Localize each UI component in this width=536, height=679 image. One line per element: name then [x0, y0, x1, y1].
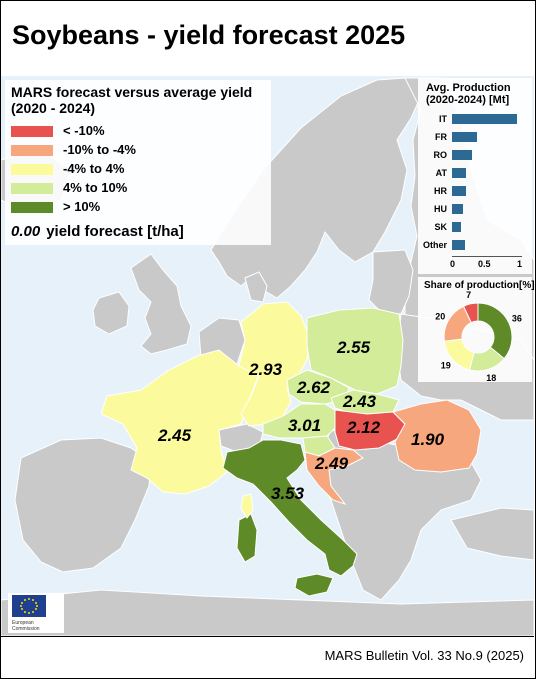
map-value-fr: 2.45: [158, 426, 192, 445]
bar-category-label: RO: [433, 150, 448, 160]
european-commission-logo: European Commission: [8, 593, 64, 633]
map-value-pl: 2.55: [337, 338, 371, 357]
bar-category-label: HU: [434, 204, 447, 214]
logo-line2: Commission: [12, 626, 40, 632]
bar-mark: [452, 204, 463, 214]
bar-mark: [452, 222, 461, 232]
legend-swatch: [11, 202, 53, 214]
bar-row: SK: [418, 220, 532, 234]
legend-value-label: yield forecast [t/ha]: [46, 223, 184, 240]
legend-item-label: -4% to 4%: [63, 161, 125, 176]
bar-mark: [452, 114, 517, 124]
country-italy-sicily: [294, 573, 334, 597]
logo-line1: European: [12, 620, 34, 626]
bar-chart-title: Avg. Production (2020-2024) [Mt]: [426, 82, 511, 106]
legend-value-sample: 0.00: [11, 223, 41, 240]
legend-title: MARS forecast versus average yield (2020…: [11, 84, 253, 116]
region-denmark: [244, 271, 268, 303]
bar-mark: [452, 168, 467, 178]
country-poland: [306, 307, 404, 395]
bar-tick-label: 1: [517, 259, 523, 269]
legend-item: > 10%: [11, 200, 100, 214]
legend-item: < -10%: [11, 124, 105, 138]
legend-item: -4% to 4%: [11, 162, 124, 176]
bar-mark: [452, 132, 478, 142]
page-title: Soybeans - yield forecast 2025: [12, 20, 406, 50]
bar-row: IT: [418, 112, 532, 126]
donut-slice-label: 20: [435, 311, 445, 321]
legend-swatch: [11, 126, 53, 138]
donut-slice: [477, 302, 513, 360]
region-north-africa: [1, 589, 534, 636]
country-hungary: [334, 409, 406, 451]
share-donut-chart: Share of production[%] 36 18 19 20 7: [418, 277, 535, 382]
legend-swatch: [11, 145, 53, 157]
country-italy-sardinia: [236, 513, 258, 563]
country-croatia: [304, 447, 364, 505]
bar-row: RO: [418, 148, 532, 162]
legend-item-label: > 10%: [63, 199, 101, 214]
map-value-ro: 1.90: [411, 430, 445, 449]
bar-mark: [452, 186, 467, 196]
donut-slice: [462, 302, 479, 324]
donut-svg: 36 18 19 20 7: [435, 291, 522, 381]
bar-mark: [452, 240, 466, 250]
region-ireland: [92, 291, 130, 335]
bar-mark: [452, 150, 473, 160]
map-legend: MARS forecast versus average yield (2020…: [5, 80, 271, 245]
donut-slice-label: 18: [486, 373, 496, 381]
map-value-de: 2.93: [249, 360, 283, 379]
donut-slice-label: 36: [512, 314, 522, 324]
legend-item-label: -10% to -4%: [63, 142, 136, 157]
bar-tick-label: 0: [450, 259, 456, 269]
bar-category-label: Other: [422, 240, 447, 250]
bar-tick-label: 0.5: [478, 259, 491, 269]
eu-flag-icon: European Commission: [12, 595, 46, 632]
legend-item-label: 4% to 10%: [63, 180, 128, 195]
country-romania: [392, 399, 482, 473]
legend-item-label: < -10%: [63, 123, 105, 138]
bar-category-label: IT: [439, 114, 447, 124]
bar-row: FR: [418, 130, 532, 144]
country-france: [100, 349, 260, 495]
donut-slice-label: 19: [441, 360, 451, 370]
region-uk: [130, 253, 192, 355]
bar-category-label: FR: [435, 132, 447, 142]
region-turkey: [450, 507, 534, 561]
country-germany: [238, 301, 310, 427]
map-value-hr: 2.49: [315, 454, 349, 473]
bar-row: Other: [418, 238, 532, 252]
country-france-corsica: [240, 493, 254, 519]
bar-chart-axis: [452, 256, 522, 257]
map-value-it: 3.53: [271, 484, 305, 503]
legend-item: 4% to 10%: [11, 181, 127, 195]
bar-category-label: HR: [434, 186, 447, 196]
bar-category-label: SK: [434, 222, 447, 232]
footer-source: MARS Bulletin Vol. 33 No.9 (2025): [324, 648, 524, 663]
legend-item: -10% to -4%: [11, 143, 136, 157]
footer-divider: [1, 636, 534, 637]
map-value-hu: 2.12: [347, 418, 381, 437]
bar-row: AT: [418, 166, 532, 180]
legend-value-note: 0.00 yield forecast [t/ha]: [11, 223, 184, 240]
map-value-sk: 2.43: [343, 392, 377, 411]
legend-swatch: [11, 164, 53, 176]
donut-slice-label: 7: [466, 291, 471, 300]
bar-row: HR: [418, 184, 532, 198]
country-italy: [222, 439, 358, 577]
bar-category-label: AT: [435, 168, 447, 178]
map-value-cz: 2.62: [297, 378, 331, 397]
bar-row: HU: [418, 202, 532, 216]
legend-swatch: [11, 183, 53, 195]
map-value-at: 3.01: [288, 416, 322, 435]
production-bar-chart: Avg. Production (2020-2024) [Mt] IT FR RO A…: [418, 78, 532, 274]
donut-chart-title: Share of production[%]: [424, 280, 535, 291]
region-iberia: [14, 437, 152, 573]
